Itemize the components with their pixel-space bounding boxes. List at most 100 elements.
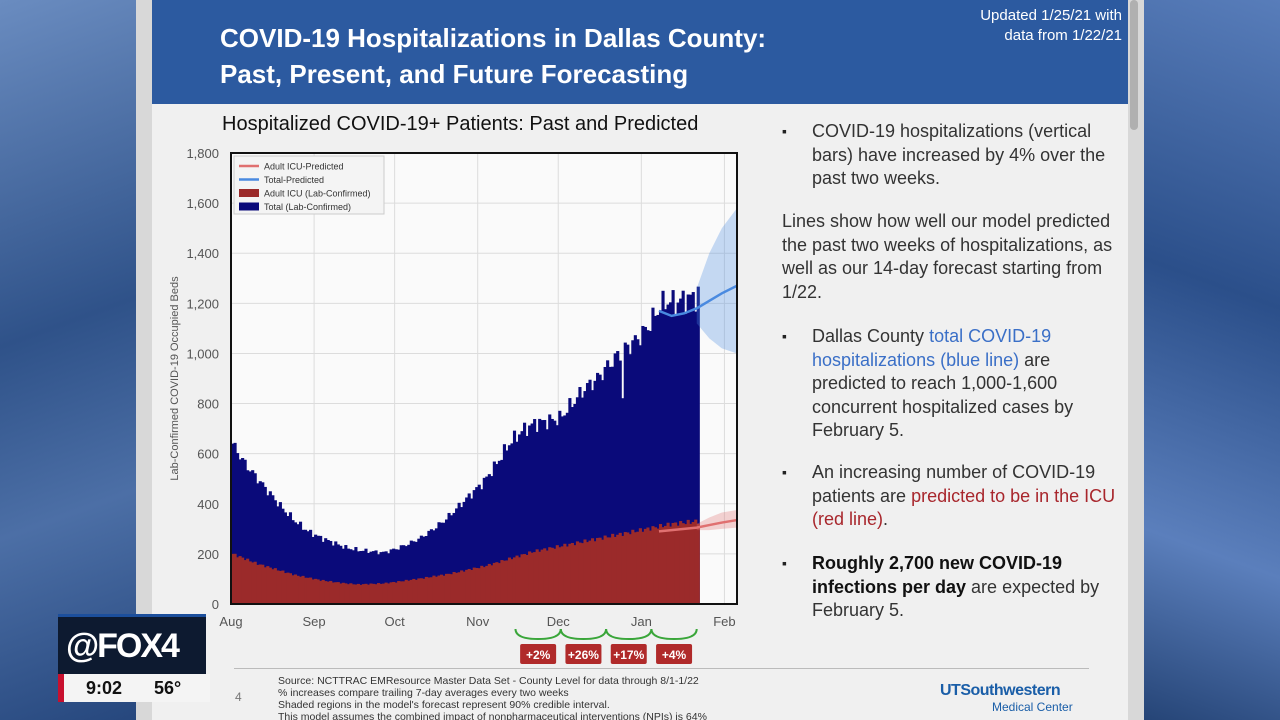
bullet-infections: Roughly 2,700 new COVID-19 infections pe… <box>782 552 1122 623</box>
icu-bar <box>631 529 635 604</box>
bullet-5-bold: Roughly 2,700 new COVID-19 infections pe… <box>812 553 1063 597</box>
total-bar <box>538 418 542 604</box>
total-bar <box>689 294 693 604</box>
total-bar <box>470 498 474 604</box>
icu-bar <box>351 584 355 604</box>
total-bar <box>394 549 398 604</box>
total-bar <box>631 340 635 604</box>
fox4-time: 9:02 <box>86 678 123 698</box>
icu-bar <box>251 562 255 604</box>
icu-bar <box>480 565 484 604</box>
total-bar <box>598 374 602 604</box>
total-bar <box>613 353 617 604</box>
total-bar <box>485 476 489 604</box>
total-bar <box>593 380 597 604</box>
fox4-temperature: 56° <box>154 678 182 698</box>
icu-bar <box>575 541 580 604</box>
change-box <box>656 644 693 664</box>
icu-bar <box>646 527 650 604</box>
icu-bar <box>404 579 408 604</box>
icu-bar <box>648 530 653 604</box>
total-bar <box>414 541 418 604</box>
legend-label: Adult ICU-Predicted <box>264 162 344 172</box>
bullet-3-pre: Dallas County <box>812 326 930 346</box>
icu-bar <box>573 545 577 604</box>
total-bar <box>417 538 421 604</box>
total-bar <box>329 540 333 604</box>
total-bar <box>601 380 605 604</box>
total-bar <box>452 512 456 604</box>
total-bar <box>676 302 680 604</box>
icu-bar <box>273 568 277 604</box>
icu-bar <box>258 564 262 604</box>
icu-bar <box>233 553 237 604</box>
total-bar <box>515 441 519 604</box>
icu-bar <box>450 574 454 604</box>
total-bar <box>389 549 393 604</box>
total-bar <box>558 410 562 604</box>
x-tick-label: Feb <box>713 614 735 629</box>
total-bar <box>344 545 348 604</box>
icu-bar <box>306 577 310 604</box>
total-bar <box>399 545 403 604</box>
total-bar <box>651 307 655 604</box>
icu-bar <box>651 526 655 604</box>
total-bar <box>288 512 293 604</box>
total-bar <box>611 366 615 604</box>
icu-bar <box>669 526 673 604</box>
total-bar <box>658 310 663 604</box>
icu-bar <box>596 537 600 604</box>
slide-header: COVID-19 Hospitalizations in Dallas Coun… <box>152 0 1128 104</box>
icu-bar <box>523 554 527 604</box>
total-bar <box>648 330 653 604</box>
icu-bar <box>590 538 595 604</box>
x-tick-label: Aug <box>219 614 242 629</box>
icu-bar <box>563 543 567 604</box>
background-right <box>1140 0 1280 720</box>
total-bar <box>455 508 459 604</box>
total-bar <box>253 473 257 604</box>
icu-bar <box>304 577 308 604</box>
scrollbar[interactable] <box>1130 0 1138 130</box>
icu-bar <box>389 582 393 604</box>
change-box <box>520 644 557 664</box>
icu-bar <box>623 532 627 604</box>
icu-bar <box>681 523 685 604</box>
total-bar <box>359 551 363 604</box>
icu-bar <box>281 570 285 604</box>
icu-predicted-line <box>658 518 738 533</box>
icu-bar <box>402 581 406 604</box>
total-bar <box>402 545 406 604</box>
icu-bar <box>462 571 466 604</box>
total-bar <box>641 325 645 604</box>
total-bar <box>407 544 411 604</box>
total-bar <box>266 495 270 604</box>
total-bar <box>273 500 277 604</box>
legend-label: Total (Lab-Confirmed) <box>264 202 351 212</box>
fox4-info-bar: 9:02 56° <box>58 674 210 702</box>
total-bar <box>447 512 451 604</box>
total-bar <box>490 476 494 604</box>
total-bar <box>679 298 683 604</box>
bullet-3-post: are predicted to reach 1,000-1,600 concu… <box>812 349 1074 441</box>
total-bar <box>457 502 461 604</box>
icu-bar <box>341 582 345 604</box>
total-bar <box>535 431 539 604</box>
icu-bar <box>407 580 411 604</box>
icu-bar <box>409 579 413 604</box>
total-bar <box>628 354 632 604</box>
total-bar <box>573 404 577 604</box>
updated-note: Updated 1/25/21 with data from 1/22/21 <box>980 6 1122 46</box>
total-bar <box>263 486 267 604</box>
total-bar <box>681 290 685 604</box>
icu-bar <box>286 572 290 604</box>
total-bar <box>236 453 240 604</box>
icu-bar <box>487 563 491 604</box>
title-line-2: Past, Present, and Future Forecasting <box>220 59 689 89</box>
source-line-4: This model assumes the combined impact o… <box>278 711 707 720</box>
icu-bar <box>329 580 333 604</box>
source-line-2: % increases compare trailing 7-day avera… <box>278 687 569 699</box>
total-bar <box>502 444 506 604</box>
total-bar <box>397 549 401 604</box>
y-axis-label: Lab-Confirmed COVID-19 Occupied Beds <box>169 276 181 481</box>
